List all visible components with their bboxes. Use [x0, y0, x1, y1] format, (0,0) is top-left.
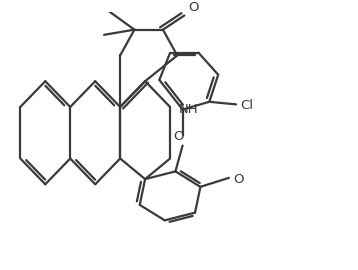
- Text: NH: NH: [179, 103, 199, 116]
- Text: Cl: Cl: [240, 99, 253, 112]
- Text: O: O: [189, 1, 199, 14]
- Text: O: O: [174, 130, 184, 143]
- Text: O: O: [233, 173, 244, 185]
